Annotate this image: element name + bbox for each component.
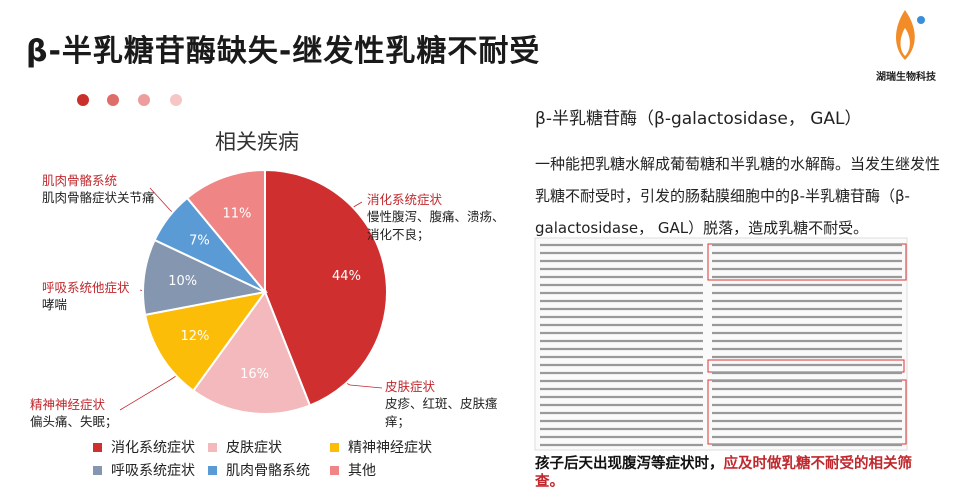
legend-swatch (208, 442, 217, 452)
legend-item: 其他 (330, 460, 376, 480)
pie-slice (264, 168, 388, 407)
dot (170, 94, 182, 106)
callout: 消化系统症状 慢性腹泻、腹痛、溃疡、消化不良； (367, 189, 507, 244)
callout: 呼吸系统他症状 哮喘 (42, 277, 152, 314)
flame-inner (900, 28, 910, 56)
paper-scan (534, 237, 908, 451)
legend-swatch (93, 465, 102, 475)
legend-label: 其他 (348, 463, 376, 479)
slice-label: 44% (332, 269, 361, 284)
callout-name: 肌肉骨骼系统 (42, 173, 118, 188)
pie-slice (143, 290, 268, 393)
legend-item: 精神神经症状 (330, 437, 432, 457)
drop (917, 16, 925, 24)
chart-title: 相关疾病 (215, 130, 299, 154)
pie-slice (185, 168, 266, 295)
dot (138, 94, 150, 106)
callout-text: 肌肉骨骼症状关节痛 (42, 190, 155, 205)
slice-label: 12% (181, 329, 210, 344)
pie-slice (191, 289, 312, 415)
scan-image (534, 237, 908, 451)
logo-icon (896, 10, 925, 60)
caption-text: 孩子后天出现腹泻等症状时， (535, 456, 724, 472)
callout-name: 消化系统症状 (367, 192, 443, 207)
legend-swatch (330, 465, 339, 475)
legend-item: 消化系统症状 (93, 437, 195, 457)
logo-text: 湖瑞生物科技 (876, 72, 936, 83)
legend-label: 肌肉骨骼系统 (226, 463, 310, 479)
caption: 孩子后天出现腹泻等症状时，应及时做乳糖不耐受的相关筛查。 (535, 455, 925, 491)
dot (77, 94, 89, 106)
callout-name: 皮肤症状 (385, 379, 436, 394)
dot (107, 94, 119, 106)
callout-text: 皮疹、红斑、皮肤瘙痒； (385, 396, 498, 429)
caption-highlight: 应及时做乳糖不耐受的相关筛查。 (535, 456, 912, 490)
callout-text: 慢性腹泻、腹痛、溃疡、消化不良； (367, 209, 505, 242)
legend-item: 皮肤症状 (208, 437, 282, 457)
legend-label: 呼吸系统症状 (111, 463, 195, 479)
legend-swatch (208, 465, 217, 475)
callout-name: 精神神经症状 (30, 397, 106, 412)
slice-label: 16% (240, 367, 269, 382)
legend-swatch (93, 442, 102, 452)
decor-dots (77, 94, 182, 106)
slice-label: 11% (222, 206, 251, 221)
legend-item: 呼吸系统症状 (93, 460, 195, 480)
callout: 肌肉骨骼系统 肌肉骨骼症状关节痛 (42, 170, 202, 207)
info-heading: β-半乳糖苷酶（β-galactosidase， GAL） (535, 109, 862, 129)
callout: 精神神经症状 偏头痛、失眠； (30, 394, 150, 431)
legend-item: 肌肉骨骼系统 (208, 460, 310, 480)
legend-swatch (330, 442, 339, 452)
pie-slice (142, 238, 269, 317)
callout: 皮肤症状 皮疹、红斑、皮肤瘙痒； (385, 376, 500, 431)
scan-text (540, 243, 902, 447)
legend-label: 消化系统症状 (111, 440, 195, 456)
callout-text: 偏头痛、失眠； (30, 414, 118, 429)
callout-name: 呼吸系统他症状 (42, 280, 130, 295)
legend-label: 精神神经症状 (348, 440, 432, 456)
slide-title: β-半乳糖苷酶缺失-继发性乳糖不耐受 (26, 34, 541, 69)
info-paragraph: 一种能把乳糖水解成葡萄糖和半乳糖的水解酶。当发生继发性乳糖不耐受时，引发的肠黏膜… (535, 155, 941, 237)
slice-label: 7% (189, 234, 210, 249)
legend-label: 皮肤症状 (226, 440, 282, 456)
slice-label: 10% (168, 274, 197, 289)
callout-text: 哮喘 (42, 297, 68, 312)
